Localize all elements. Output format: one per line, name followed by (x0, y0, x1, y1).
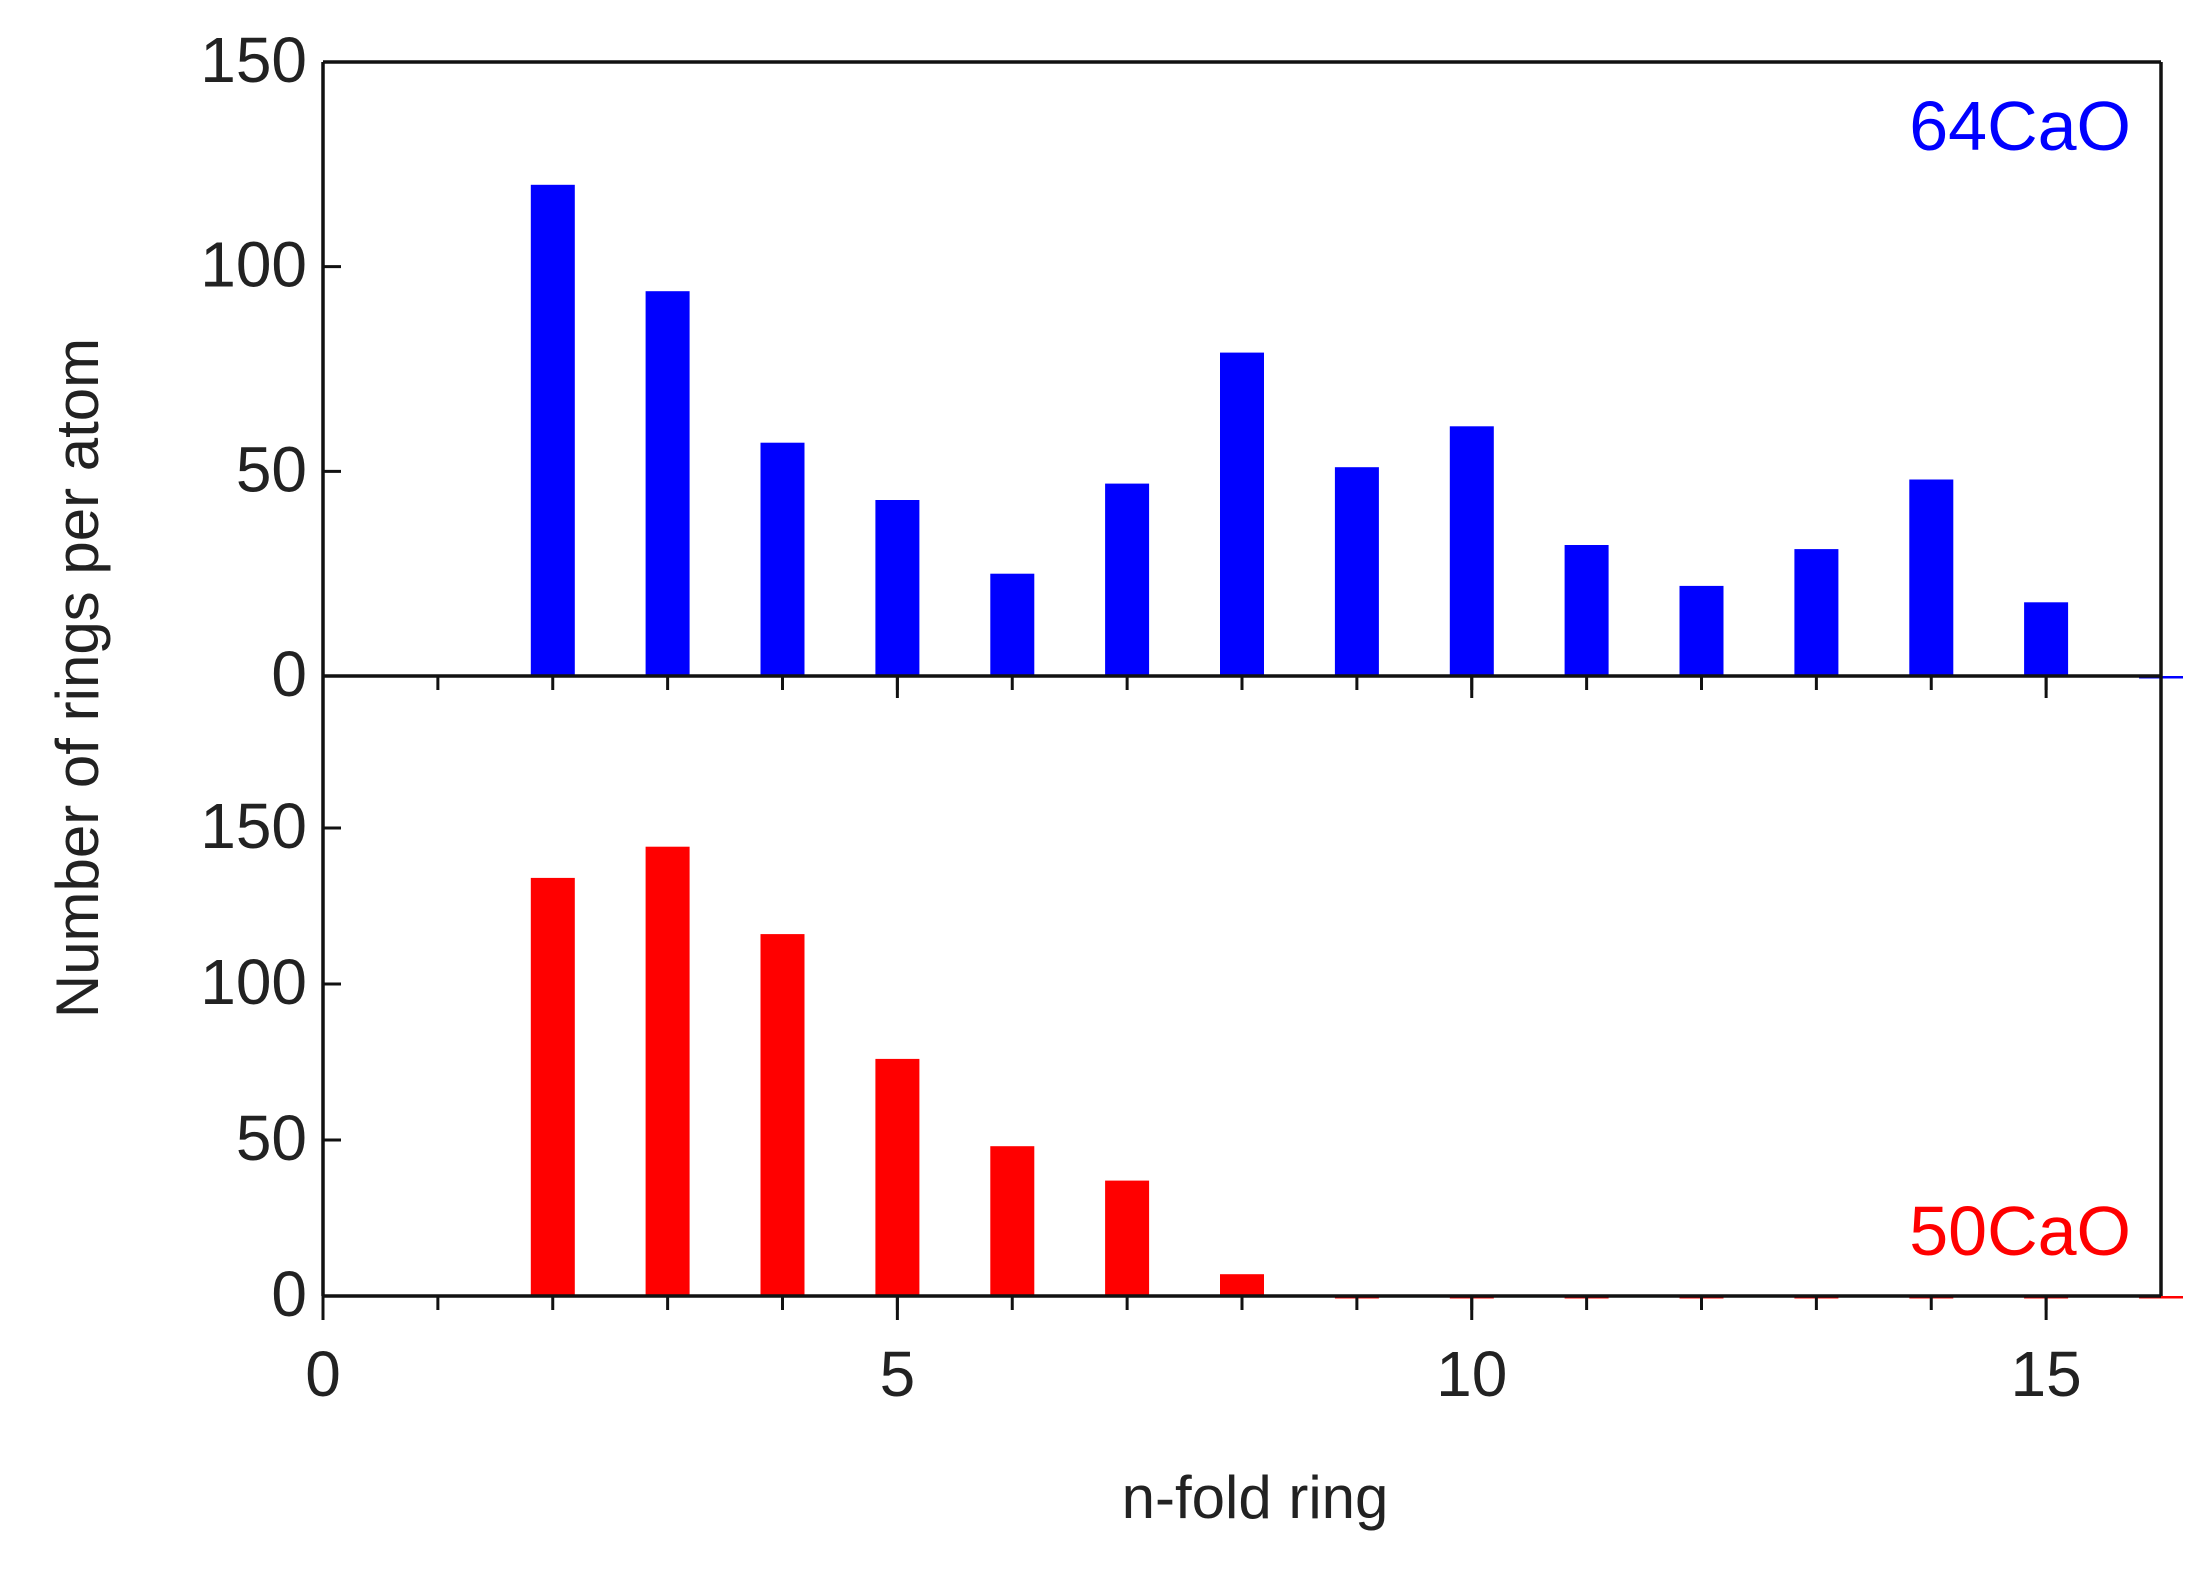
bar-top-5 (875, 500, 920, 676)
bar-bottom-4 (760, 934, 805, 1296)
bar-top-6 (990, 573, 1035, 676)
y-tick-label-top-150: 150 (200, 24, 307, 96)
x-tick-label-15: 15 (2011, 1338, 2082, 1410)
bar-top-8 (1220, 352, 1264, 676)
x-tick-label-5: 5 (880, 1338, 916, 1410)
bar-top-2 (530, 184, 575, 677)
bar-top-7 (1105, 483, 1150, 676)
bar-top-9 (1334, 467, 1379, 676)
bar-top-10 (1449, 426, 1494, 676)
x-axis-label: n-fold ring (1122, 1464, 1389, 1531)
x-tick-label-10: 10 (1436, 1338, 1507, 1410)
bar-bottom-2 (530, 877, 575, 1296)
bar-top-14 (1909, 479, 1954, 676)
y-tick-label-top-0: 0 (271, 638, 307, 710)
y-axis-label: Number of rings per atom (44, 338, 111, 1018)
bar-top-3 (645, 291, 690, 676)
bar-top-11 (1564, 545, 1609, 676)
bar-bottom-8 (1220, 1274, 1264, 1296)
bar-top-13 (1794, 549, 1839, 676)
bar-bottom-5 (875, 1058, 920, 1296)
bar-bottom-7 (1105, 1180, 1150, 1296)
y-tick-label-bottom-0: 0 (271, 1258, 307, 1330)
chart-panels: 0 50 100 150 64CaO 0 50 100 150 50CaO (200, 24, 2183, 1330)
y-tick-label-bottom-150: 150 (200, 790, 307, 862)
bar-top-15 (2024, 602, 2069, 676)
y-tick-label-bottom-50: 50 (236, 1102, 307, 1174)
y-tick-label-bottom-100: 100 (200, 946, 307, 1018)
bar-top-12 (1679, 585, 1724, 676)
bar-bottom-3 (645, 846, 690, 1296)
x-axis: 0 5 10 15 (305, 676, 2082, 1410)
x-tick-label-0: 0 (305, 1338, 341, 1410)
panel-bottom: 0 50 100 150 50CaO (200, 790, 2183, 1330)
bar-bottom-6 (990, 1146, 1035, 1296)
y-tick-label-top-100: 100 (200, 229, 307, 301)
panel-annotation-top: 64CaO (1909, 87, 2131, 165)
panel-top: 0 50 100 150 64CaO (200, 24, 2183, 710)
y-tick-label-top-50: 50 (236, 433, 307, 505)
bar-top-4 (760, 442, 805, 676)
panel-annotation-bottom: 50CaO (1909, 1192, 2131, 1270)
